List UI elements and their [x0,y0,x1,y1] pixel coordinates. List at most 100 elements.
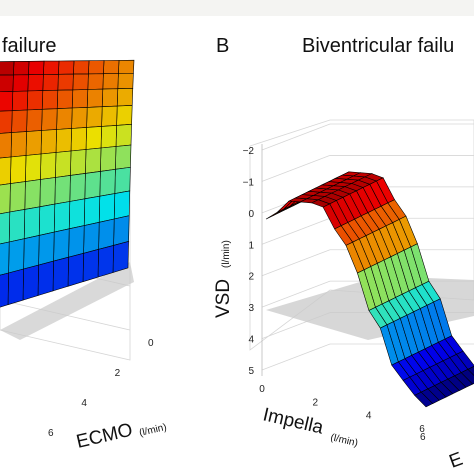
panel-a-surface-patch [0,61,15,76]
panel-b-z-tick-label: 5 [248,366,254,377]
panel-a-surface-patch [23,206,41,240]
panel-b-z-tick-label: 2 [248,272,254,283]
panel-a-surface-patch [39,177,56,208]
panel-b-letter: B [216,35,229,57]
panel-a-surface-patch [97,245,114,278]
panel-b-z-tick-label: 0 [248,209,254,220]
panel-a: failure 0 2 4 6 ECMO (l/min) [0,35,168,453]
panel-a-surface-patch [73,60,90,75]
panel-a-surface-patch [41,89,59,110]
panel-a-surface-patch [7,268,24,306]
panel-a-surface-patch [82,248,99,283]
panel-a-surface-patch [100,146,117,172]
panel-a-surface-patch [37,260,54,296]
panel-b-x-axis-unit: (l/min) [329,432,359,449]
panel-a-surface-patch [28,60,45,76]
panel-a-zero-plane [0,262,134,340]
panel-a-x-tick-label: 0 [148,338,154,349]
panel-a-surface-patch [98,218,115,250]
panel-b-gridline [261,155,331,182]
panel-b-title: Biventricular failu [302,35,454,57]
panel-a-surface-patch [13,60,30,76]
panel-b-x-ticks: 0 2 4 6 [259,384,425,435]
panel-a-surface-patch [115,144,132,170]
panel-b-z-tick-label: −2 [243,146,255,157]
panel-b-gridline [261,217,331,245]
panel-a-surface-patch [88,60,105,75]
panel-b-z-tick-label: 1 [248,240,254,251]
panel-a-surface-patch [26,108,43,132]
panel-a-surface-patch [69,173,86,202]
panel-a-x-tick-label: 2 [115,368,121,379]
panel-a-surface-patch [0,91,14,112]
panel-a-surface-patch [24,179,41,210]
panel-a-surface-patch [100,125,117,149]
panel-a-surface-patch [55,128,72,153]
panel-a-surface-patch [115,123,132,147]
panel-a-surface-patch [25,130,42,156]
panel-a-surface-patch [118,59,135,74]
panel-b-z-axis-unit: (l/min) [221,240,232,268]
panel-b-z-tick-label: 4 [248,335,254,346]
panel-a-surface-patch [98,193,116,223]
panel-a-x-tick-label: 4 [81,398,87,409]
panel-a-surface-patch [85,126,102,150]
panel-a-surface-patch [102,73,119,90]
panel-b-x-tick-label: 6 [419,424,425,435]
panel-a-surface-patch [56,107,73,130]
panel-b-gridline [261,249,331,277]
panel-b-z-ticks: 5 4 3 2 1 0 −1 −2 [243,146,255,377]
panel-a-surface-patch [43,60,60,75]
panel-b-surface-patch [460,368,474,385]
top-strip [0,0,474,16]
panel-a-surface-patch [117,72,134,90]
panel-a-surface-patch [27,74,44,92]
panel-a-surface-patch [38,231,55,266]
panel-a-surface-patch [101,88,119,108]
panel-a-surface-patch [10,131,27,158]
panel-b-y-tick: 6 [420,432,426,443]
panel-a-surface-patch [57,73,74,91]
panel-a-surface-patch [54,175,71,205]
panel-a-x-tick-label: 6 [48,428,54,439]
panel-a-surface-patch [0,272,9,308]
panel-a-surface-patch [11,109,28,133]
panel-a-surface-patch [113,190,131,220]
panel-a-surface-patch [0,74,14,93]
panel-a-surface-patch [0,183,11,215]
panel-a-surface-patch [70,149,87,176]
panel-a-surface-patch [103,60,120,75]
panel-a-surface-patch [83,195,101,226]
panel-a-surface-patch [8,209,26,243]
panel-a-surface-patch [38,203,56,236]
panel-b-z-tick-label: −1 [243,177,255,188]
panel-a-surface-patch [67,252,84,287]
panel-b-gridline [261,343,331,371]
panel-a-x-axis-unit: (l/min) [138,422,168,439]
panel-a-surface-patch [0,241,10,276]
panel-a-surface-patch [22,264,39,301]
panel-a-surface-patch [52,256,69,292]
panel-b-z-tick-label: 3 [248,303,254,314]
panel-a-surface-patch [40,129,57,155]
panel-a-surface-patch [11,90,29,112]
panel-a-surface-patch [83,221,100,254]
panel-b-x-tick-label: 4 [366,411,372,422]
panel-b-z-axis-label: VSD [213,279,234,318]
panel-a-surface-patch [71,107,88,129]
panel-a-x-axis-label: ECMO [74,420,134,453]
panel-a-surface-patch [116,105,133,126]
panel-b-x-axis-label: Impella [261,404,326,438]
panel-a-surface-patch [12,74,29,92]
panel-b-surface [265,171,474,408]
panel-a-surface-patch [86,106,103,128]
panel-a-surface-patch [53,201,71,233]
panel-a-surface-patch [0,110,13,134]
panel-a-surface-patch [70,127,87,152]
panel-a-x-ticks: 0 2 4 6 [48,338,154,439]
panel-a-title: failure [2,35,56,57]
panel-a-surface-patch [41,108,58,131]
panel-a-surface-patch [101,105,118,127]
